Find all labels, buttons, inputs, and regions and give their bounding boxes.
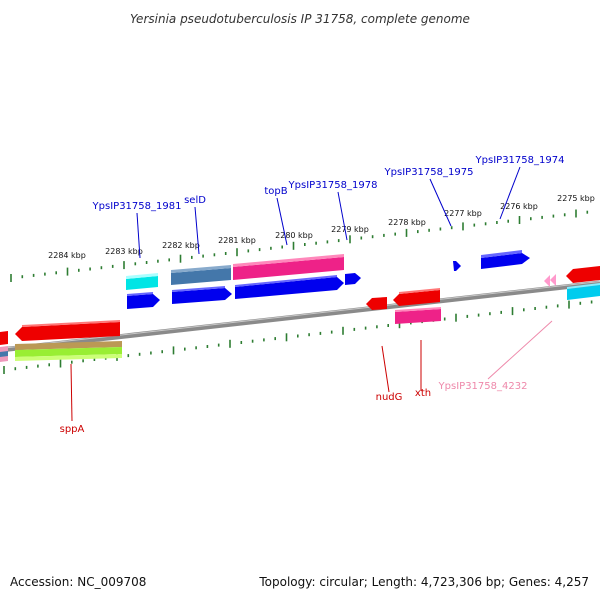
gene-left-multicolor-stub[interactable] [0, 346, 8, 362]
gene-1975-arrow[interactable] [453, 261, 461, 271]
kbp-label: 2284 kbp [48, 251, 86, 260]
gene-xth-red[interactable] [393, 288, 440, 306]
kbp-label: 2282 kbp [162, 241, 200, 250]
gene-label[interactable]: xth [415, 388, 431, 399]
gene-left-red-stub[interactable] [0, 331, 8, 345]
topology-text: Topology: circular; Length: 4,723,306 bp… [258, 575, 589, 589]
map-title: Yersinia pseudotuberculosis IP 31758, co… [130, 12, 470, 26]
gene-blue-2[interactable] [172, 286, 232, 304]
kbp-labels: 2284 kbp 2283 kbp 2282 kbp 2281 kbp 2280… [48, 194, 595, 260]
gene-nudg-arrow[interactable] [366, 297, 387, 310]
gene-label[interactable]: selD [184, 195, 206, 206]
kbp-label: 2276 kbp [500, 202, 538, 211]
gene-4232-pink-arrows[interactable] [544, 274, 556, 287]
gene-blue-3[interactable] [235, 275, 344, 299]
gene-topb-pink[interactable] [233, 254, 344, 280]
reverse-strand-features [0, 266, 600, 362]
gene-label[interactable]: sppA [60, 424, 85, 435]
gene-labels: YpsIP31758_1981 selD topB YpsIP31758_197… [60, 155, 565, 435]
outer-kbp-ruler [10, 209, 589, 282]
gene-label[interactable]: YpsIP31758_4232 [438, 381, 528, 392]
gene-seld-box[interactable] [171, 265, 231, 285]
gene-xth-pink[interactable] [395, 307, 441, 324]
gene-label[interactable]: topB [264, 186, 287, 197]
gene-label[interactable]: YpsIP31758_1975 [384, 167, 474, 178]
gene-label[interactable]: YpsIP31758_1978 [288, 180, 378, 191]
gene-1978-arrow[interactable] [345, 273, 361, 285]
inner-kbp-ruler [3, 300, 593, 374]
kbp-label: 2281 kbp [218, 236, 256, 245]
gene-label[interactable]: nudG [376, 392, 403, 403]
gene-label[interactable]: YpsIP31758_1981 [92, 201, 182, 212]
gene-cyan[interactable] [126, 273, 158, 290]
gene-1974-arrow[interactable] [481, 250, 530, 269]
label-leaders [70, 166, 553, 422]
kbp-label: 2278 kbp [388, 218, 426, 227]
accession-text: Accession: NC_009708 [10, 575, 146, 589]
kbp-label: 2280 kbp [275, 231, 313, 240]
kbp-label: 2279 kbp [331, 225, 369, 234]
gene-sppa-red[interactable] [15, 320, 120, 341]
kbp-label: 2283 kbp [105, 247, 143, 256]
gene-label[interactable]: YpsIP31758_1974 [475, 155, 565, 166]
kbp-label: 2277 kbp [444, 209, 482, 218]
gene-sppa-band[interactable] [15, 341, 122, 361]
kbp-label: 2275 kbp [557, 194, 595, 203]
gene-right-cyan[interactable] [567, 283, 600, 300]
gene-right-red[interactable] [566, 266, 600, 283]
gene-blue-1[interactable] [127, 292, 160, 309]
genome-backbone [0, 280, 600, 353]
forward-strand-features [126, 250, 530, 309]
